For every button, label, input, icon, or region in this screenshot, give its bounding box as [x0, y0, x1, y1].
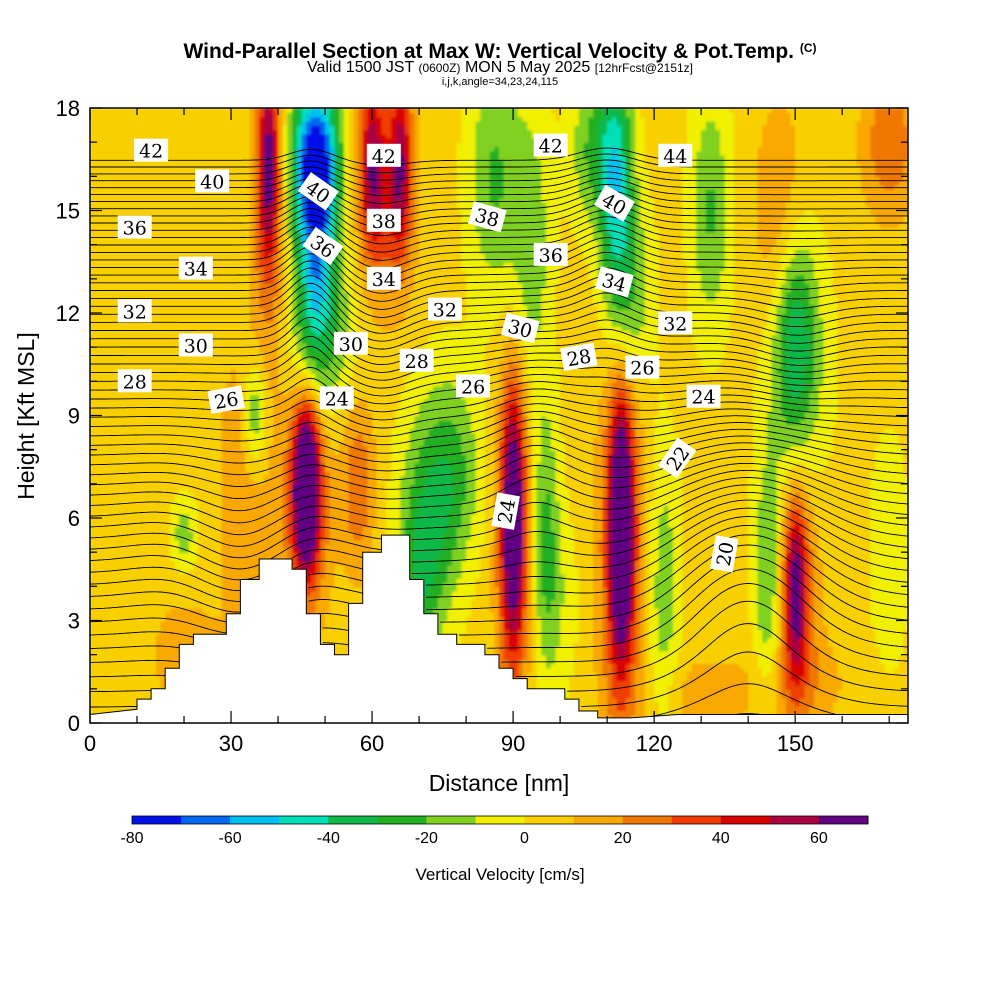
- w-cell: [114, 108, 120, 113]
- w-cell: [137, 108, 143, 113]
- w-cell: [109, 108, 115, 113]
- w-cell: [123, 108, 128, 113]
- w-cell: [95, 108, 101, 113]
- vertical-velocity-field: [90, 108, 909, 724]
- w-cell: [128, 108, 134, 113]
- w-cell: [142, 108, 148, 113]
- w-cell: [90, 108, 96, 113]
- w-cell: [104, 108, 110, 113]
- cross-section-chart: 4240363432302826403630244238343228263842…: [0, 0, 1000, 1000]
- w-cell: [99, 108, 105, 113]
- w-cell: [118, 108, 124, 113]
